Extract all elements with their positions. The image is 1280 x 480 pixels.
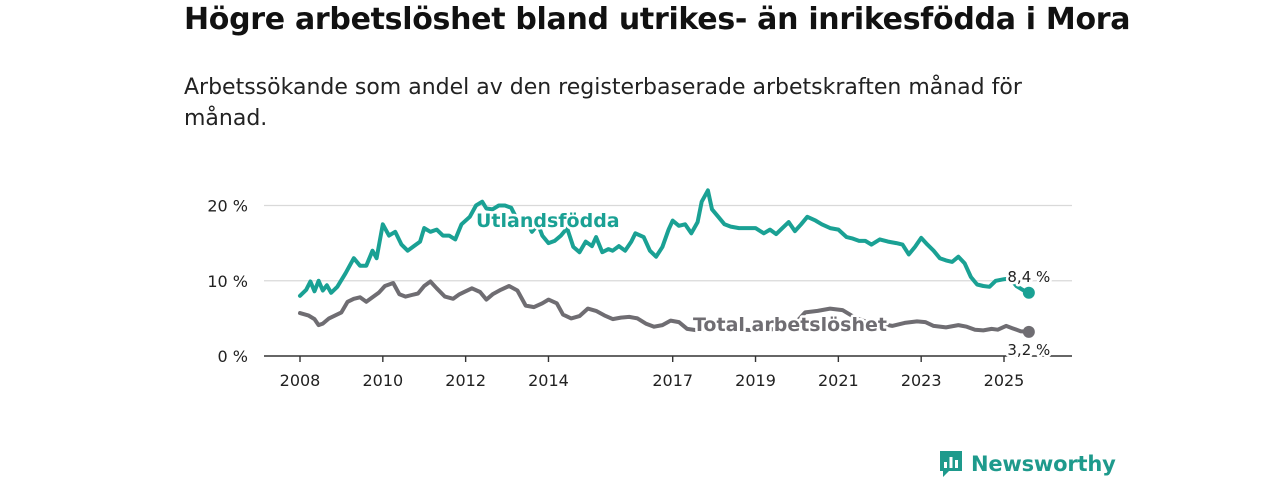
- x-tick-label: 2010: [362, 371, 403, 390]
- series-label-utlandsfodda: Utlandsfödda: [476, 210, 620, 232]
- chart-title: Högre arbetslöshet bland utrikes- än inr…: [184, 2, 1131, 37]
- line-chart: 0 % 10 % 20 % 2008 2010 2012 2014 2017 2019 2021…: [207, 188, 1072, 390]
- y-tick-label: 0 %: [218, 347, 248, 366]
- x-tick-label: 2019: [735, 371, 776, 390]
- x-tick-label: 2017: [652, 371, 693, 390]
- newsworthy-logo-icon: [940, 451, 962, 477]
- y-tick-label: 10 %: [207, 272, 248, 291]
- x-tick-label: 2025: [984, 371, 1025, 390]
- chart-subtitle: Arbetssökande som andel av den registerb…: [184, 75, 1022, 131]
- endpoint-marker-total: [1022, 325, 1035, 338]
- y-axis: 0 % 10 % 20 %: [207, 197, 248, 367]
- end-value-utlandsfodda: 8,4 %: [1007, 268, 1050, 286]
- end-value-total: 3,2 %: [1007, 341, 1050, 359]
- x-axis: 2008 2010 2012 2014 2017 2019 2021 2023 2025: [264, 355, 1072, 390]
- x-tick-label: 2023: [901, 371, 942, 390]
- x-tick-label: 2021: [818, 371, 859, 390]
- x-tick-label: 2012: [445, 371, 486, 390]
- x-tick-label: 2014: [528, 371, 569, 390]
- series-line-total: [298, 279, 1031, 334]
- series-line-utlandsfodda: [298, 188, 1031, 298]
- x-tick-label: 2008: [280, 371, 321, 390]
- series-lines: [298, 188, 1035, 338]
- gridlines: [264, 204, 1072, 282]
- series-label-total: Total arbetslöshet: [693, 314, 887, 336]
- endpoint-marker-utlandsfodda: [1022, 286, 1035, 299]
- brand-logo: Newsworthy: [938, 449, 1116, 479]
- y-tick-label: 20 %: [207, 197, 248, 216]
- series-labels: Utlandsfödda Total arbetslöshet 8,4 % 3,2 %: [474, 208, 1053, 362]
- brand-name: Newsworthy: [971, 452, 1116, 476]
